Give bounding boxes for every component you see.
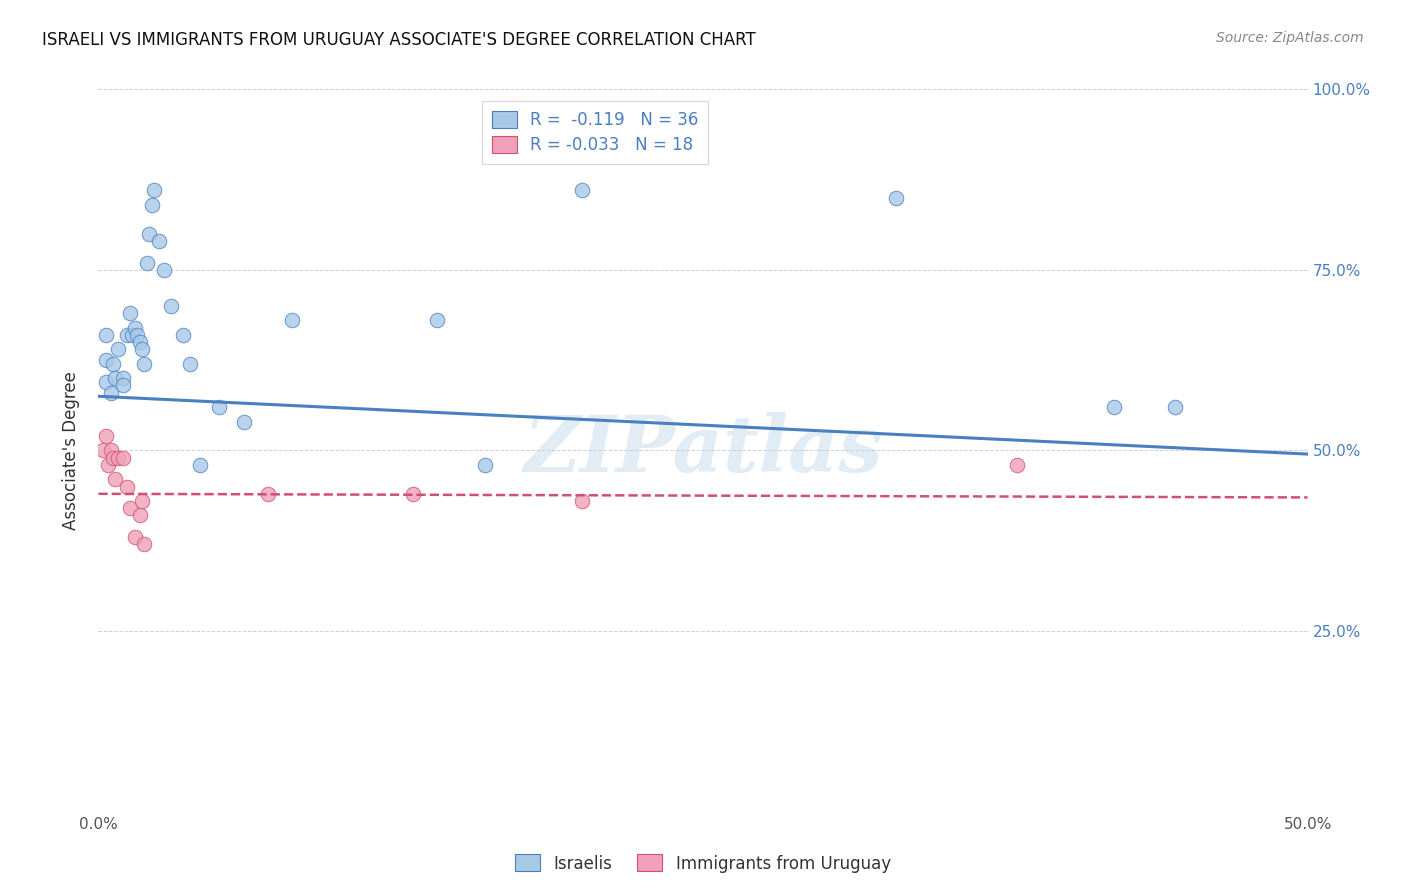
- Point: [118, 501, 141, 516]
- Point: [172, 327, 194, 342]
- Point: [886, 191, 908, 205]
- Point: [124, 320, 146, 334]
- Point: [256, 487, 278, 501]
- Point: [94, 429, 117, 443]
- Point: [127, 327, 149, 342]
- Point: [152, 262, 174, 277]
- Point: [1163, 400, 1185, 414]
- Point: [128, 508, 150, 523]
- Point: [208, 400, 231, 414]
- Point: [100, 443, 122, 458]
- Point: [118, 306, 141, 320]
- Point: [134, 537, 156, 551]
- Point: [148, 234, 170, 248]
- Point: [281, 313, 304, 327]
- Point: [138, 227, 160, 241]
- Point: [232, 415, 254, 429]
- Point: [107, 343, 129, 357]
- Point: [104, 371, 127, 385]
- Point: [94, 353, 117, 368]
- Point: [571, 494, 593, 508]
- Point: [124, 530, 146, 544]
- Point: [111, 378, 134, 392]
- Text: Source: ZipAtlas.com: Source: ZipAtlas.com: [1216, 31, 1364, 45]
- Point: [1007, 458, 1029, 472]
- Y-axis label: Associate's Degree: Associate's Degree: [62, 371, 80, 530]
- Point: [111, 450, 134, 465]
- Point: [100, 385, 122, 400]
- Point: [121, 327, 143, 342]
- Point: [188, 458, 211, 472]
- Text: ISRAELI VS IMMIGRANTS FROM URUGUAY ASSOCIATE'S DEGREE CORRELATION CHART: ISRAELI VS IMMIGRANTS FROM URUGUAY ASSOC…: [42, 31, 756, 49]
- Point: [101, 357, 124, 371]
- Point: [117, 327, 139, 342]
- Point: [402, 487, 425, 501]
- Point: [101, 450, 124, 465]
- Point: [131, 494, 153, 508]
- Point: [134, 357, 156, 371]
- Point: [94, 375, 117, 389]
- Legend: R =  -0.119   N = 36, R = -0.033   N = 18: R = -0.119 N = 36, R = -0.033 N = 18: [482, 101, 709, 164]
- Point: [474, 458, 496, 472]
- Point: [91, 443, 114, 458]
- Point: [104, 472, 127, 486]
- Point: [128, 334, 150, 349]
- Text: ZIPatlas: ZIPatlas: [523, 412, 883, 489]
- Point: [107, 450, 129, 465]
- Point: [94, 327, 117, 342]
- Point: [426, 313, 449, 327]
- Point: [1102, 400, 1125, 414]
- Point: [117, 480, 139, 494]
- Point: [179, 357, 201, 371]
- Point: [131, 343, 153, 357]
- Point: [571, 183, 593, 197]
- Point: [135, 255, 157, 269]
- Point: [97, 458, 120, 472]
- Point: [141, 198, 163, 212]
- Point: [111, 371, 134, 385]
- Legend: Israelis, Immigrants from Uruguay: Israelis, Immigrants from Uruguay: [509, 847, 897, 880]
- Point: [160, 299, 183, 313]
- Point: [143, 183, 166, 197]
